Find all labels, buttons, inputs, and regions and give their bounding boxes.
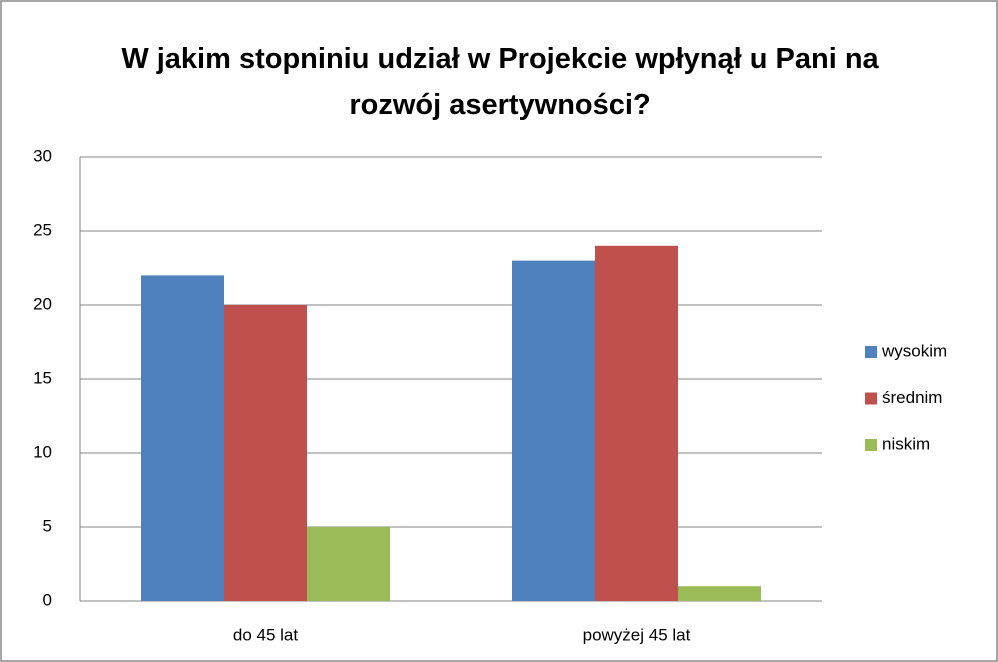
x-tick-label: powyżej 45 lat (583, 625, 691, 644)
y-tick-label: 25 (33, 220, 52, 239)
y-tick-label: 5 (43, 516, 52, 535)
legend-label: niskim (882, 434, 930, 453)
legend-swatch (865, 392, 877, 405)
y-tick-label: 15 (33, 368, 52, 387)
bar (678, 586, 761, 601)
legend-swatch (865, 346, 877, 358)
bar (224, 305, 307, 601)
bar (512, 260, 595, 601)
y-tick-label: 0 (43, 590, 52, 609)
bar (307, 527, 390, 601)
x-tick-label: do 45 lat (233, 625, 298, 644)
bar (141, 275, 224, 601)
chart-title: W jakim stopniniu udział w Projekcie wpł… (121, 43, 879, 121)
y-tick-label: 10 (33, 442, 52, 461)
y-tick-label: 30 (33, 146, 52, 165)
y-tick-label: 20 (33, 294, 52, 313)
legend-label: średnim (882, 388, 942, 407)
legend-label: wysokim (881, 341, 947, 360)
bar (595, 245, 678, 602)
legend-swatch (865, 439, 877, 451)
